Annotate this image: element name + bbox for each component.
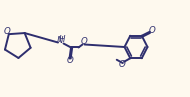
Text: O: O <box>81 37 88 46</box>
Text: O: O <box>67 56 74 65</box>
Text: H: H <box>59 35 65 44</box>
Text: N: N <box>57 36 63 45</box>
Text: O: O <box>4 27 11 36</box>
Text: O: O <box>149 26 155 35</box>
Text: O: O <box>119 60 125 69</box>
